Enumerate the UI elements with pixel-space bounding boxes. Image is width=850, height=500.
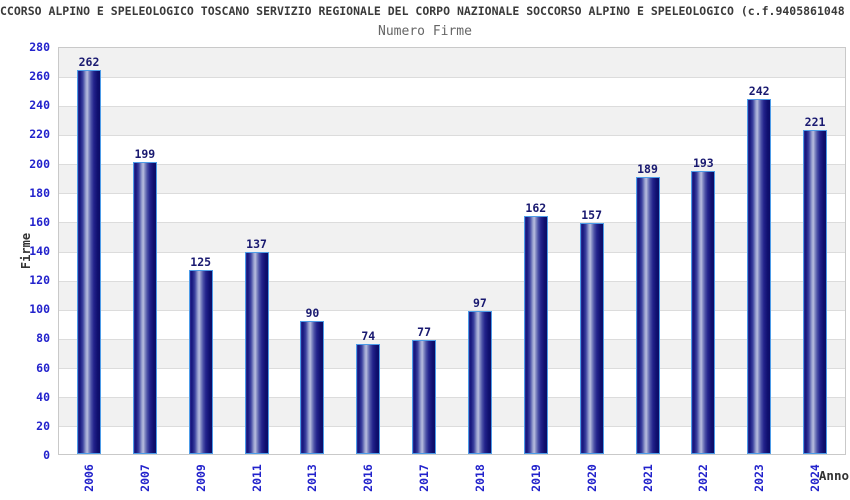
y-tick-260: 260 — [29, 69, 50, 84]
y-tick-280: 280 — [29, 40, 50, 54]
bar-2024 — [803, 129, 828, 454]
y-tick-120: 120 — [29, 273, 50, 288]
bar-value-2009: 125 — [190, 254, 212, 269]
bar-2017 — [412, 339, 437, 454]
y-tick-160: 160 — [29, 214, 50, 229]
x-tick-2023: 2023 — [752, 464, 767, 492]
gridline-220 — [59, 134, 845, 136]
bar-value-2022: 193 — [692, 155, 714, 170]
bar-value-2024: 221 — [804, 114, 826, 129]
x-tick-2009: 2009 — [193, 464, 208, 492]
bar-2013 — [300, 320, 325, 454]
gridline-160 — [59, 222, 845, 224]
bar-value-2016: 74 — [361, 329, 376, 344]
x-tick-2021: 2021 — [640, 464, 655, 492]
x-axis-title: Anno — [818, 468, 849, 483]
x-tick-2020: 2020 — [584, 464, 599, 492]
x-tick-2006: 2006 — [82, 464, 96, 492]
x-tick-2013: 2013 — [305, 464, 320, 492]
y-tick-180: 180 — [29, 185, 50, 200]
y-tick-20: 20 — [36, 418, 50, 433]
x-tick-2022: 2022 — [696, 464, 711, 492]
y-tick-80: 80 — [36, 331, 50, 346]
x-tick-2018: 2018 — [472, 464, 487, 492]
y-tick-220: 220 — [29, 127, 50, 142]
gridline-40 — [59, 397, 845, 399]
bar-value-2011: 137 — [246, 237, 267, 252]
bar-value-2019: 162 — [525, 200, 547, 215]
bar-2018 — [467, 310, 492, 454]
x-tick-2016: 2016 — [361, 464, 376, 492]
y-tick-200: 200 — [29, 156, 50, 171]
gridline-120 — [59, 280, 845, 282]
bar-2020 — [579, 223, 604, 454]
y-tick-40: 40 — [36, 389, 50, 404]
bar-2021 — [635, 176, 660, 454]
chart-title: CCORSO ALPINO E SPELEOLOGICO TOSCANO SER… — [0, 4, 845, 18]
chart-subtitle: Numero Firme — [378, 24, 472, 39]
bar-2016 — [356, 344, 381, 454]
x-tick-2019: 2019 — [528, 464, 543, 492]
gridline-60 — [59, 368, 845, 370]
gridline-240 — [59, 105, 845, 107]
bar-2007 — [132, 162, 157, 454]
bar-value-2017: 77 — [417, 324, 432, 339]
gridline-100 — [59, 309, 845, 311]
gridline-140 — [59, 251, 845, 253]
bar-value-2021: 189 — [637, 161, 658, 176]
gridline-200 — [59, 164, 845, 166]
bar-value-2007: 199 — [134, 147, 156, 162]
bar-value-2020: 157 — [581, 208, 603, 223]
bar-value-2018: 97 — [473, 295, 487, 310]
x-tick-2011: 2011 — [249, 464, 264, 492]
gridline-260 — [59, 76, 845, 78]
y-tick-0: 0 — [43, 448, 50, 462]
x-tick-2017: 2017 — [417, 464, 432, 492]
gridline-80 — [59, 338, 845, 340]
bar-value-2023: 242 — [748, 84, 770, 99]
bar-2019 — [523, 215, 548, 454]
bar-2006 — [77, 70, 101, 454]
y-tick-140: 140 — [29, 244, 50, 258]
bar-2023 — [747, 99, 772, 454]
x-tick-2007: 2007 — [137, 464, 152, 492]
bar-2011 — [244, 252, 269, 454]
bar-2009 — [188, 269, 213, 454]
y-tick-240: 240 — [29, 98, 50, 113]
gridline-180 — [59, 193, 845, 195]
gridline-20 — [59, 426, 845, 428]
x-tick-2024: 2024 — [808, 464, 823, 492]
bar-2022 — [691, 170, 716, 454]
bar-value-2013: 90 — [305, 305, 320, 320]
y-tick-60: 60 — [36, 360, 50, 375]
y-tick-100: 100 — [29, 302, 50, 317]
bar-value-2006: 262 — [78, 55, 100, 70]
plot-area: 262 199 125 137 90 74 77 97 162 157 189 193 242 221 — [58, 47, 846, 455]
